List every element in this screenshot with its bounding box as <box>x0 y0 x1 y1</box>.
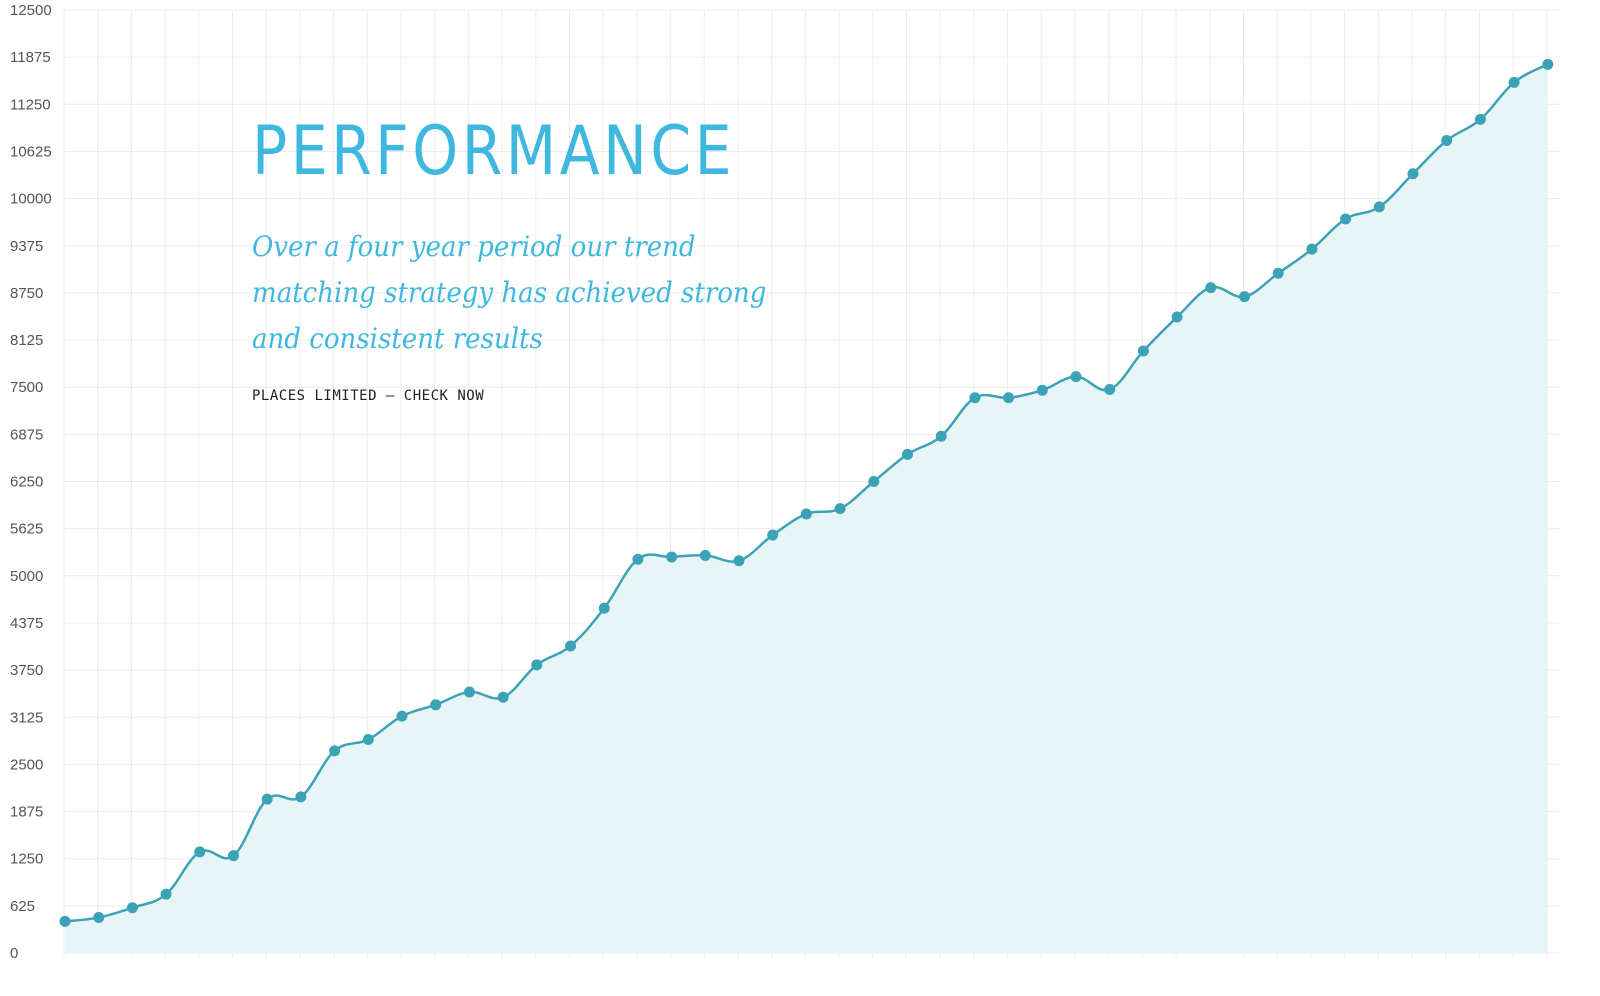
data-point[interactable] <box>1205 282 1217 294</box>
data-point[interactable] <box>1441 135 1453 147</box>
data-points-group <box>59 58 1554 927</box>
data-point[interactable] <box>1070 371 1082 383</box>
y-tick-label: 11875 <box>10 49 51 66</box>
data-point[interactable] <box>93 912 105 924</box>
data-point[interactable] <box>632 553 644 565</box>
data-point[interactable] <box>868 476 880 487</box>
data-point[interactable] <box>1474 113 1486 125</box>
data-point[interactable] <box>767 529 779 541</box>
data-point[interactable] <box>699 549 711 561</box>
data-point[interactable] <box>531 659 543 671</box>
data-point[interactable] <box>565 640 576 652</box>
y-tick-label: 1875 <box>10 804 43 821</box>
data-point[interactable] <box>362 734 374 746</box>
data-point[interactable] <box>902 448 913 460</box>
data-point[interactable] <box>1340 213 1352 225</box>
y-tick-label: 7500 <box>10 379 43 396</box>
data-point[interactable] <box>59 915 71 927</box>
y-tick-label: 3750 <box>10 662 43 679</box>
y-tick-label: 5625 <box>10 521 43 538</box>
y-tick-label: 5000 <box>10 568 43 585</box>
page-subtitle: Over a four year period our trend matchi… <box>252 230 767 355</box>
y-tick-label: 8125 <box>10 332 43 349</box>
data-point[interactable] <box>666 551 678 563</box>
data-point[interactable] <box>1239 291 1250 303</box>
data-point[interactable] <box>1272 267 1284 279</box>
data-point[interactable] <box>969 392 981 404</box>
data-point[interactable] <box>295 791 307 803</box>
area-fill-group <box>65 64 1548 954</box>
data-point[interactable] <box>1003 392 1015 404</box>
y-tick-label: 3125 <box>10 709 43 726</box>
data-point[interactable] <box>1508 76 1520 88</box>
data-point[interactable] <box>463 686 475 698</box>
data-point[interactable] <box>1104 383 1116 395</box>
y-tick-label: 11250 <box>10 96 51 113</box>
y-tick-label: 12500 <box>10 2 52 19</box>
page-title: PERFORMANCE <box>252 112 735 191</box>
check-now-link[interactable]: PLACES LIMITED – CHECK NOW <box>252 388 485 404</box>
y-axis-tick-labels: 0 625 1250 1875 2500 3125 3750 4375 5000 5625 6250… <box>10 2 52 962</box>
data-point[interactable] <box>1407 168 1419 180</box>
data-point[interactable] <box>935 430 947 442</box>
hero-text-overlay: PERFORMANCE Over a four year period our … <box>252 118 792 405</box>
data-point[interactable] <box>1542 58 1554 70</box>
y-tick-label: 10000 <box>10 191 52 208</box>
data-point[interactable] <box>1036 384 1048 396</box>
data-point[interactable] <box>261 793 273 805</box>
y-tick-label: 10625 <box>10 143 52 160</box>
data-point[interactable] <box>160 888 172 900</box>
data-point[interactable] <box>396 710 408 722</box>
data-point[interactable] <box>1171 311 1183 323</box>
data-point[interactable] <box>1137 345 1149 357</box>
y-tick-label: 625 <box>10 898 35 915</box>
y-tick-label: 6250 <box>10 474 43 491</box>
y-tick-label: 9375 <box>10 238 43 255</box>
data-point[interactable] <box>733 555 745 567</box>
y-tick-label: 8750 <box>10 285 43 302</box>
data-point[interactable] <box>194 846 206 858</box>
y-tick-label: 0 <box>10 945 18 962</box>
area-fill <box>65 64 1548 954</box>
y-tick-label: 6875 <box>10 426 43 443</box>
data-point[interactable] <box>228 850 239 862</box>
y-tick-label: 4375 <box>10 615 43 632</box>
data-point[interactable] <box>329 745 341 757</box>
data-point[interactable] <box>430 699 442 711</box>
data-point[interactable] <box>126 902 138 914</box>
data-point[interactable] <box>1306 243 1318 255</box>
y-tick-label: 2500 <box>10 756 43 773</box>
data-point[interactable] <box>497 691 509 703</box>
data-point[interactable] <box>1373 201 1385 213</box>
data-point[interactable] <box>834 503 846 515</box>
data-point[interactable] <box>800 508 812 520</box>
y-tick-label: 1250 <box>10 851 43 868</box>
data-point[interactable] <box>598 602 610 614</box>
